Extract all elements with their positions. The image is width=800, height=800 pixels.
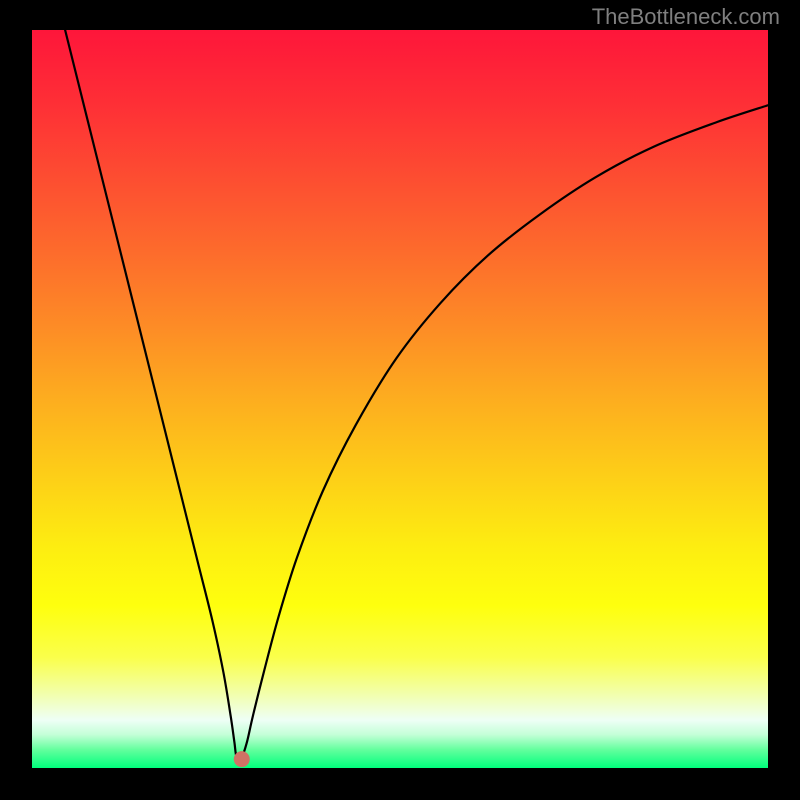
optimum-marker (234, 751, 250, 767)
plot-area (32, 30, 768, 768)
watermark-label: TheBottleneck.com (592, 4, 780, 30)
gradient-background (32, 30, 768, 768)
chart-svg (32, 30, 768, 768)
